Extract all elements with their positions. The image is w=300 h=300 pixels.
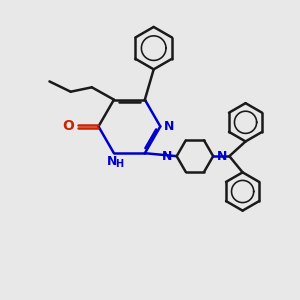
Text: H: H (115, 158, 123, 169)
Text: N: N (107, 155, 118, 168)
Text: O: O (62, 119, 74, 134)
Text: N: N (164, 120, 175, 133)
Text: N: N (162, 150, 172, 163)
Text: N: N (217, 150, 228, 163)
